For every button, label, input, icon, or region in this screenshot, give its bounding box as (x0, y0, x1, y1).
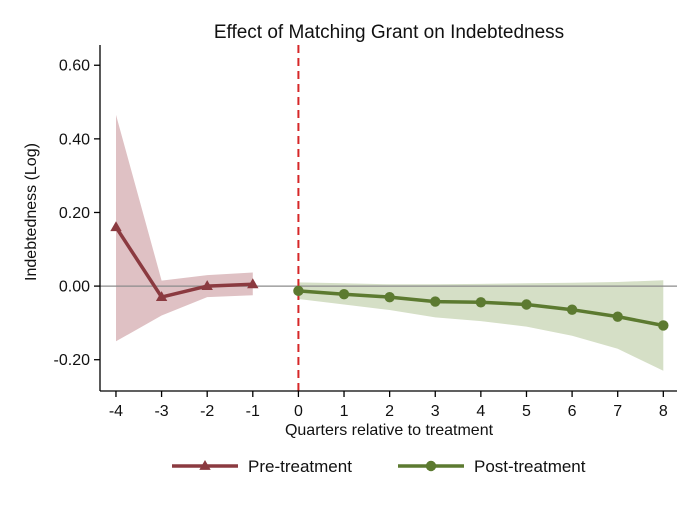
x-tick-label: -4 (109, 403, 123, 420)
data-point-pre (247, 278, 259, 289)
chart-title: Effect of Matching Grant on Indebtedness (214, 22, 564, 43)
y-tick-label: 0.60 (59, 58, 90, 75)
x-axis-label: Quarters relative to treatment (285, 422, 494, 439)
x-tick-label: 6 (568, 403, 577, 420)
data-point-post (566, 304, 578, 315)
x-tick-label: 2 (385, 403, 394, 420)
x-tick-label: 4 (476, 403, 485, 420)
legend-marker-post (425, 460, 437, 472)
y-tick-label: -0.20 (54, 352, 91, 369)
data-point-post (338, 288, 350, 300)
plot-area: -0.20 0.00 0.20 0.40 0.60 -4 -3 -2 -1 0 1 2 3 4 5 6 7 8 (54, 45, 677, 420)
data-point-pre (155, 291, 168, 301)
confidence-band-post (298, 280, 664, 371)
x-tick-label: 0 (294, 403, 303, 420)
legend-marker-pre (199, 460, 211, 470)
data-point-post (430, 296, 441, 307)
y-tick-label: 0.20 (59, 205, 90, 222)
data-point-post (658, 320, 669, 331)
x-tick-label: 7 (613, 403, 622, 420)
data-point-post (612, 311, 623, 322)
data-point-pre (201, 280, 213, 290)
confidence-band-pre (116, 114, 253, 342)
x-tick-label: -2 (200, 403, 214, 420)
data-point-post (475, 297, 487, 308)
y-tick-label: 0.00 (59, 279, 90, 296)
legend-label-post: Post-treatment (474, 457, 586, 476)
legend-label-pre: Pre-treatment (248, 457, 352, 476)
x-tick-label: 5 (522, 403, 531, 420)
x-tick-label: -1 (246, 403, 260, 420)
y-axis-label: Indebtedness (Log) (23, 143, 40, 281)
x-tick-label: 3 (431, 403, 440, 420)
data-point-post (293, 285, 304, 297)
data-point-post (384, 291, 395, 303)
data-point-post (521, 299, 532, 310)
x-tick-label: 8 (659, 403, 668, 420)
y-tick-label: 0.40 (59, 131, 90, 148)
legend: Pre-treatment Post-treatment (172, 457, 586, 476)
x-tick-label: -3 (154, 403, 168, 420)
x-tick-label: 1 (340, 403, 349, 420)
data-point-pre (110, 221, 122, 232)
series-line-pre (114, 226, 253, 299)
